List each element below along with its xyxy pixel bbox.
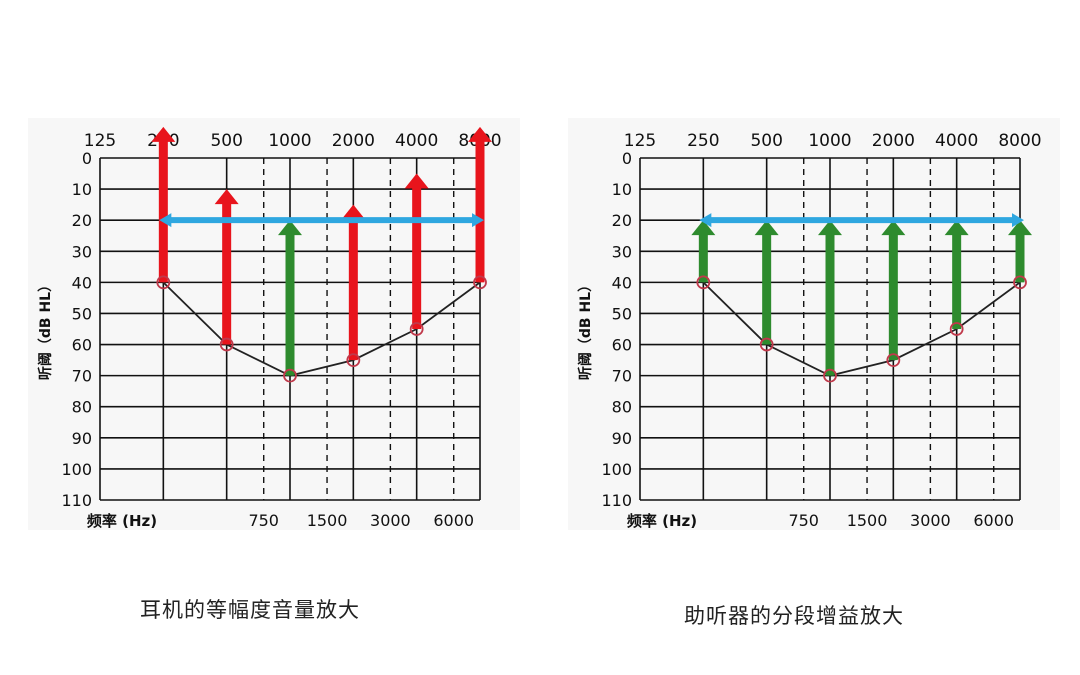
threshold-marker [156, 275, 171, 290]
y-tick-label: 10 [612, 180, 632, 199]
plot-background [28, 118, 520, 530]
y-tick-label: 50 [612, 304, 632, 323]
y-tick-label: 30 [612, 242, 632, 261]
audiogram-right: 0 10 20 30 40 50 60 70 80 90 100 110 125 250 500 1000 20… [568, 118, 1060, 530]
y-tick-label: 40 [612, 273, 632, 292]
amplification-arrow-shaft [762, 234, 772, 345]
amplification-arrow-head [754, 220, 779, 236]
y-tick-label: 70 [612, 367, 632, 386]
threshold-marker [823, 368, 837, 383]
threshold-line [162, 281, 481, 377]
y-axis-label: 听阈（dB HL） [37, 278, 54, 380]
y-tick-label: 100 [61, 460, 92, 479]
plot-background [568, 118, 1060, 530]
amplification-arrow-head [278, 220, 302, 236]
threshold-marker [696, 275, 711, 290]
target-line-arrowhead-left [159, 213, 172, 228]
x-bottom-tick-label: 6000 [973, 511, 1014, 530]
amplification-arrow-head [341, 204, 366, 220]
amplification-arrow-shaft [952, 234, 962, 329]
threshold-marker [219, 337, 234, 352]
amplification-arrow-shaft [412, 187, 422, 329]
amplification-arrow-head [404, 173, 429, 189]
x-top-tick-label: 500 [210, 131, 242, 151]
x-top-tick-label: 500 [750, 131, 782, 151]
amplification-arrow-shaft [825, 234, 835, 376]
x-bottom-tick-label: 1500 [847, 511, 888, 530]
amplification-arrow-head [468, 126, 492, 142]
target-line-arrowhead-left [699, 213, 712, 228]
target-line-arrowhead-right [472, 213, 484, 228]
amplification-arrow-head [151, 126, 176, 142]
target-line-arrowhead-right [1012, 213, 1024, 228]
threshold-line [702, 281, 1021, 377]
amplification-arrow-shaft [222, 203, 232, 345]
x-bottom-tick-label: 750 [788, 511, 819, 530]
threshold-marker [759, 337, 774, 352]
y-tick-label: 70 [72, 367, 92, 386]
y-tick-label: 60 [612, 336, 632, 355]
x-top-tick-label: 2000 [872, 131, 915, 151]
x-bottom-tick-label: 6000 [433, 511, 474, 530]
y-tick-label: 30 [72, 242, 92, 261]
y-tick-label: 100 [601, 460, 632, 479]
threshold-marker [409, 322, 424, 336]
threshold-marker [283, 368, 297, 383]
audiogram-left: 0102030405060708090100110125250500100020… [28, 118, 520, 530]
y-tick-label: 80 [72, 398, 92, 417]
amplification-arrow-shaft [158, 140, 168, 283]
threshold-marker [473, 275, 487, 290]
threshold-marker [1013, 275, 1027, 290]
caption-right: 助听器的分段增益放大 [684, 604, 904, 628]
x-top-tick-label: 8000 [998, 131, 1041, 151]
y-tick-label: 90 [612, 429, 632, 448]
amplification-arrow-shaft [888, 234, 898, 361]
amplification-arrow-shaft [285, 234, 295, 376]
x-top-tick-label: 4000 [935, 131, 978, 151]
amplification-arrow-shaft [698, 234, 708, 283]
amplification-arrow-shaft [1015, 234, 1025, 283]
amplification-arrow-head [944, 220, 969, 236]
x-top-tick-label: 250 [687, 131, 719, 151]
y-tick-label: 110 [61, 491, 92, 510]
x-bottom-tick-label: 3000 [370, 511, 411, 530]
amplification-arrow-head [691, 220, 716, 236]
x-top-tick-label: 1000 [808, 131, 851, 151]
x-top-tick-label: 125 [624, 131, 656, 151]
y-tick-label: 90 [72, 429, 92, 448]
amplification-arrow-head [214, 189, 239, 205]
y-tick-label: 60 [72, 336, 92, 355]
x-top-tick-label: 2000 [332, 131, 375, 151]
y-tick-label: 20 [72, 211, 92, 230]
y-tick-label: 10 [72, 180, 92, 199]
amplification-arrow-head [1008, 220, 1032, 236]
x-top-tick-label: 125 [84, 131, 116, 151]
amplification-arrow-shaft [348, 218, 358, 361]
amplification-arrow-shaft [475, 140, 485, 283]
threshold-marker [346, 353, 361, 367]
x-bottom-tick-label: 1500 [307, 511, 348, 530]
y-tick-label: 50 [72, 304, 92, 323]
threshold-marker [886, 353, 901, 367]
x-bottom-tick-label: 3000 [910, 511, 951, 530]
y-tick-label: 110 [601, 491, 632, 510]
y-tick-label: 20 [612, 211, 632, 230]
amplification-arrow-head [881, 220, 906, 236]
x-top-tick-label: 1000 [268, 131, 311, 151]
y-tick-label: 80 [612, 398, 632, 417]
amplification-arrow-head [818, 220, 842, 236]
y-tick-label: 40 [72, 273, 92, 292]
x-bottom-tick-label: 750 [248, 511, 279, 530]
y-axis-label: 听阈（dB HL） [577, 278, 594, 380]
caption-left: 耳机的等幅度音量放大 [140, 598, 360, 622]
x-axis-label: 频率 (Hz) [627, 512, 697, 530]
y-tick-label: 0 [622, 149, 632, 168]
y-tick-label: 0 [82, 149, 92, 168]
threshold-marker [949, 322, 964, 336]
x-axis-label: 频率 (Hz) [87, 512, 157, 530]
x-top-tick-label: 4000 [395, 131, 438, 151]
